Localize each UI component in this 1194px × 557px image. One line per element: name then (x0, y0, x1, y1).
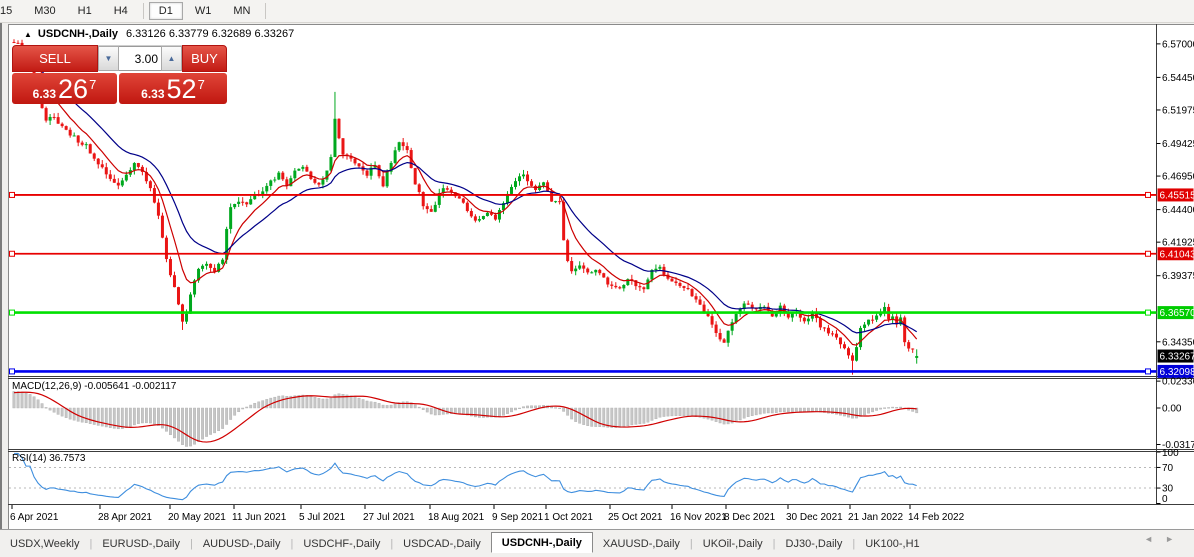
sell-price-prefix: 6.33 (33, 87, 56, 101)
date-label: 18 Aug 2021 (428, 512, 485, 523)
svg-text:6.57000: 6.57000 (1162, 39, 1194, 50)
svg-text:6.49425: 6.49425 (1162, 139, 1194, 150)
svg-text:6.51975: 6.51975 (1162, 105, 1194, 116)
sell-price-big: 26 (58, 76, 88, 103)
svg-text:6.46950: 6.46950 (1162, 172, 1194, 183)
level-line-handle[interactable] (1146, 310, 1151, 315)
tab-audusd-daily[interactable]: AUDUSD-,Daily (193, 535, 291, 553)
date-label: 6 Apr 2021 (10, 512, 59, 523)
buy-price-sup: 7 (198, 77, 205, 92)
svg-text:6.54450: 6.54450 (1162, 73, 1194, 84)
volume-increase-button[interactable]: ▲ (161, 46, 182, 71)
date-label: 1 Oct 2021 (544, 512, 593, 523)
chart-title: ▲ USDCNH-,Daily 6.33126 6.33779 6.32689 6.… (24, 28, 294, 40)
symbol-tab-bar: USDX,Weekly|EURUSD-,Daily|AUDUSD-,Daily|… (0, 529, 1194, 557)
level-line-handle[interactable] (1146, 369, 1151, 374)
tab-ukoil-daily[interactable]: UKOil-,Daily (693, 535, 773, 553)
date-label: 16 Nov 2021 (670, 512, 727, 523)
rsi-layer: 100 70 300 (9, 448, 1179, 505)
date-axis: 6 Apr 2021 28 Apr 2021 20 May 2021 11 Jun 2… (10, 505, 965, 523)
svg-text:6.45515: 6.45515 (1160, 190, 1194, 201)
date-label: 9 Sep 2021 (492, 512, 544, 523)
date-label: 8 Dec 2021 (724, 512, 776, 523)
date-label: 20 May 2021 (168, 512, 226, 523)
sell-price-box[interactable]: 6.33 26 7 (12, 73, 117, 104)
svg-text:6.33267: 6.33267 (1160, 352, 1194, 363)
level-line-handle[interactable] (10, 192, 15, 197)
svg-text:6.44400: 6.44400 (1162, 205, 1194, 216)
svg-text:6.34350: 6.34350 (1162, 337, 1194, 348)
tab-xauusd-daily[interactable]: XAUUSD-,Daily (593, 535, 690, 553)
tab-eurusd-daily[interactable]: EURUSD-,Daily (92, 535, 190, 553)
tab-scroll-arrows[interactable]: ◄► (1144, 534, 1186, 544)
sell-button[interactable]: SELL (12, 45, 98, 72)
svg-text:6.36570: 6.36570 (1160, 308, 1194, 319)
svg-text:6.41925: 6.41925 (1162, 238, 1194, 249)
level-line-handle[interactable] (10, 251, 15, 256)
price-axis: 6.57000 6.54450 6.51975 6.49425 6.46950 6.444… (1157, 39, 1194, 378)
collapse-icon[interactable]: ▲ (24, 30, 32, 39)
tab-usdx-weekly[interactable]: USDX,Weekly (0, 535, 89, 553)
date-label: 5 Jul 2021 (299, 512, 346, 523)
date-label: 25 Oct 2021 (608, 512, 663, 523)
buy-price-prefix: 6.33 (141, 87, 164, 101)
chart-ohlc-values: 6.33126 6.33779 6.32689 6.33267 (126, 28, 294, 40)
volume-decrease-button[interactable]: ▼ (98, 46, 119, 71)
buy-price-big: 52 (167, 76, 197, 103)
svg-text:6.39375: 6.39375 (1162, 271, 1194, 282)
level-line-handle[interactable] (1146, 251, 1151, 256)
macd-layer: 0.0233650.00-0.031744 (13, 377, 1194, 451)
buy-button[interactable]: BUY (182, 45, 227, 72)
chart-symbol-label: USDCNH-,Daily (38, 28, 118, 40)
svg-text:30: 30 (1162, 484, 1174, 495)
tab-usdchf-daily[interactable]: USDCHF-,Daily (293, 535, 390, 553)
level-line-handle[interactable] (10, 310, 15, 315)
buy-price-box[interactable]: 6.33 52 7 (119, 73, 227, 104)
sell-price-sup: 7 (89, 77, 96, 92)
one-click-trade-panel: SELL ▼ ▲ BUY 6.33 26 7 6.33 52 7 (12, 45, 227, 104)
svg-text:70: 70 (1162, 463, 1174, 474)
tab-usdcad-daily[interactable]: USDCAD-,Daily (393, 535, 491, 553)
volume-spinner: ▼ ▲ (98, 45, 182, 71)
svg-text:0.00: 0.00 (1162, 404, 1182, 415)
date-label: 11 Jun 2021 (232, 512, 287, 523)
date-label: 27 Jul 2021 (363, 512, 415, 523)
date-label: 21 Jan 2022 (848, 512, 903, 523)
date-label: 28 Apr 2021 (98, 512, 152, 523)
svg-text:0: 0 (1162, 494, 1168, 505)
tab-usdcnh-daily[interactable]: USDCNH-,Daily (491, 532, 593, 553)
date-label: 30 Dec 2021 (786, 512, 843, 523)
svg-text:0.023365: 0.023365 (1162, 377, 1194, 388)
tab-uk100-h1[interactable]: UK100-,H1 (855, 535, 929, 553)
svg-text:6.41043: 6.41043 (1160, 249, 1194, 260)
svg-text:100: 100 (1162, 448, 1179, 459)
level-line-handle[interactable] (10, 369, 15, 374)
tab-dj30-daily[interactable]: DJ30-,Daily (776, 535, 853, 553)
date-label: 14 Feb 2022 (908, 512, 965, 523)
volume-input[interactable] (119, 46, 161, 71)
level-line-handle[interactable] (1146, 192, 1151, 197)
